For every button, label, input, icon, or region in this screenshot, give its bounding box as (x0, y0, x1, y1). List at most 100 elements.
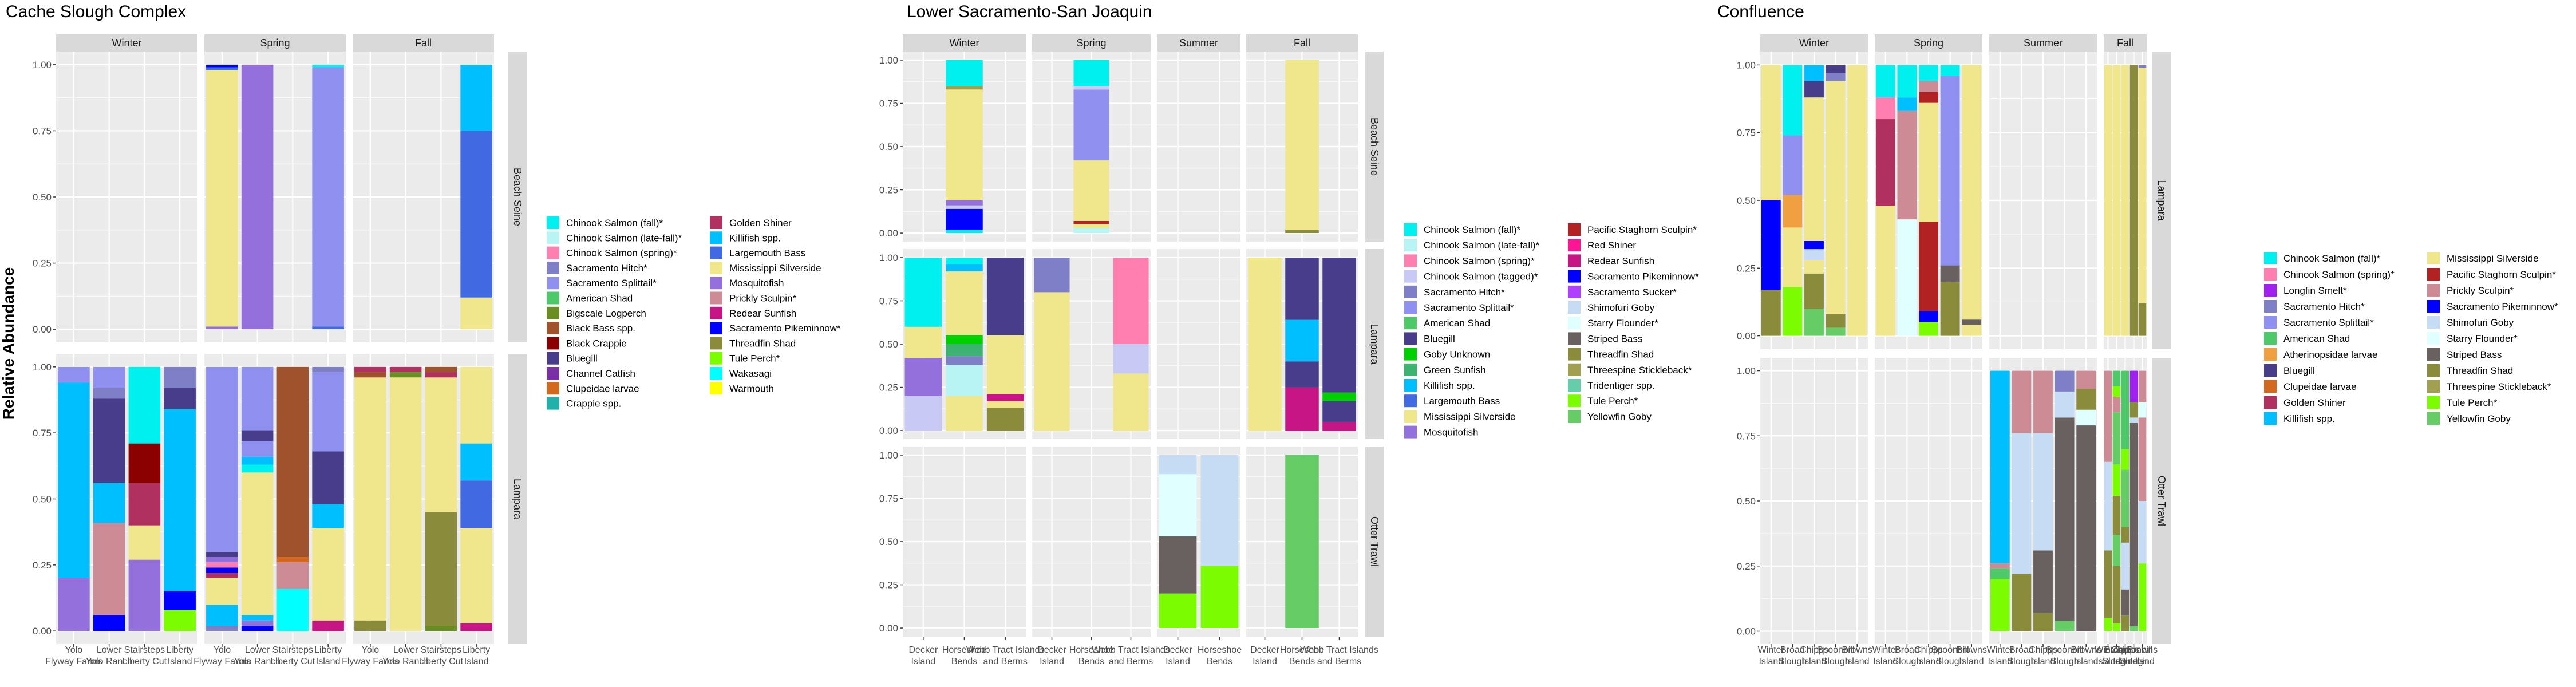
x-tick-label: Island (1873, 657, 1898, 666)
x-tick-label: Liberty (463, 645, 490, 655)
row-strip-beach-seine (1365, 52, 1384, 242)
bar-segment-yellowfin-goby (2112, 535, 2121, 566)
bar-segment-clupeidae-larvae (276, 557, 309, 563)
x-tick-label: Chipps (2111, 645, 2140, 655)
legend-label: Prickly Sculpin* (2447, 285, 2514, 296)
bar-segment-largemouth-bass (312, 326, 344, 330)
legend-key-pacific-staghorn-sculpin (2427, 268, 2440, 281)
y-tick-label: 1.00 (1737, 366, 1756, 377)
panel-beach-seine-fall (353, 52, 494, 342)
bar-segment-mississippi-silverside (986, 335, 1024, 394)
facet-strip-winter (903, 34, 1026, 52)
bar-segment-sacramento-splittail (206, 366, 238, 552)
legend-label: Clupeidae larvae (2283, 381, 2357, 392)
panel-otter-trawl-summer (1157, 447, 1240, 637)
bar-segment-bluegill (1804, 81, 1824, 98)
bar-segment-american-shad (2112, 370, 2121, 386)
x-tick-label: Island (464, 657, 489, 666)
bar-segment-prickly-sculpin (2104, 370, 2112, 462)
bar-segment-mississippi-silverside (946, 89, 983, 200)
bar-segment-sacramento-hitch (2138, 65, 2147, 68)
legend-key-threadfin-shad (2427, 364, 2440, 377)
legend-label: Largemouth Bass (729, 248, 805, 259)
x-tick-label: Slough (1778, 657, 1807, 666)
x-tick-label: Island (1759, 657, 1783, 666)
legend-key-black-bass-spp (547, 322, 559, 335)
bar-segment-chinook-salmon-fall (946, 257, 983, 265)
x-tick-label: Liberty (166, 645, 193, 655)
bar-segment-shimofuri-goby (2055, 391, 2075, 418)
facet-strip-summer (1989, 34, 2097, 52)
bar-segment-golden-shiner (206, 572, 238, 578)
bar-segment-tule-perch (2104, 618, 2112, 631)
facet-label-winter: Winter (112, 37, 141, 49)
legend-label: Threespine Stickleback* (1587, 365, 1692, 376)
bar-segment-mosquitofish (946, 200, 983, 206)
legend-key-sacramento-hitch (1404, 285, 1417, 298)
x-tick-label: Slough (1893, 657, 1921, 666)
legend-label: Chinook Salmon (spring)* (2283, 269, 2395, 280)
facet-label-fall: Fall (1294, 37, 1310, 49)
bar-segment-tule-perch (2112, 386, 2121, 397)
facet-strip-winter (1760, 34, 1868, 52)
bar-segment-mississippi-silverside (1248, 257, 1282, 431)
bar-segment-threespine-stickleback (946, 86, 983, 90)
bar-segment-chinook-salmon-fall (1783, 65, 1803, 136)
x-tick-label: Decker (1037, 645, 1066, 655)
panel-lampara-winter (903, 249, 1026, 439)
x-tick-label: Slough (1822, 657, 1850, 666)
bar-segment-killifish-spp (1990, 370, 2010, 564)
legend-label: Shimofuri Goby (1587, 302, 1655, 313)
bar-segment-sacramento-pikeminnow (206, 567, 238, 573)
legend-key-warmouth (710, 382, 722, 395)
legend-label: Shimofuri Goby (2447, 317, 2514, 328)
facet-strip-spring (204, 34, 346, 52)
legend-label: Channel Catfish (566, 368, 635, 379)
bar-segment-sacramento-hitch (1826, 73, 1846, 81)
x-tick-label: Island (1959, 657, 1984, 666)
legend-label: American Shad (2283, 333, 2350, 344)
bar-segment-tule-perch (1990, 579, 2010, 631)
x-tick-label: Island (1802, 657, 1827, 666)
x-tick-label: Winter (1987, 645, 2014, 655)
bar-segment-prickly-sculpin (1897, 110, 1917, 220)
legend-key-starry-flounder (1568, 317, 1581, 330)
legend-label: Sacramento Hitch* (566, 263, 647, 274)
bar-segment-prickly-sculpin (2138, 417, 2147, 501)
bar-segment-yellowfin-goby (2112, 412, 2121, 465)
bar-segment-american-shad (1990, 568, 2010, 579)
bar-segment-mississippi-silverside (460, 297, 492, 330)
legend-label: Chinook Salmon (fall)* (2283, 253, 2381, 264)
row-strip-lampara (1365, 249, 1384, 439)
y-tick-label: 0.00 (1737, 331, 1756, 342)
bar-segment-sacramento-splittail (1783, 135, 1803, 195)
bar-segment-golden-shiner (425, 372, 457, 378)
y-tick-label: 1.00 (879, 252, 898, 263)
bar-segment-chinook-salmon-late-fall (946, 365, 983, 396)
bar-segment-shimofuri-goby (2121, 542, 2129, 590)
x-tick-label: Winter (1872, 645, 1899, 655)
row-label-otter-trawl: Otter Trawl (2156, 476, 2167, 526)
legend-key-channel-catfish (547, 367, 559, 380)
y-tick-label: 0.00 (33, 626, 52, 637)
bar-segment-killifish-spp (241, 615, 274, 621)
row-label-lampara: Lampara (1369, 323, 1380, 365)
row-label-otter-trawl: Otter Trawl (1369, 516, 1380, 567)
legend: Chinook Salmon (fall)* Chinook Salmon (sp… (2264, 252, 2558, 425)
legend-label: Starry Flounder* (1587, 318, 1658, 329)
bar-segment-chinook-salmon-tagged (946, 205, 983, 209)
legend-label: Yellowfin Goby (1587, 411, 1652, 422)
y-tick-label: 0.50 (33, 494, 52, 505)
y-tick-label: 0.00 (1737, 626, 1756, 637)
legend-key-tule-perch (2427, 396, 2440, 409)
legend-label: Sacramento Splittail* (1424, 302, 1514, 313)
x-tick-label: Liberty Cut (271, 657, 315, 666)
panel-lampara-spring (204, 354, 346, 644)
legend-key-bluegill (1404, 332, 1417, 345)
legend-label: Mississippi Silverside (729, 263, 821, 274)
legend-key-mississippi-silverside (1404, 410, 1417, 423)
legend-label: Bluegill (1424, 333, 1455, 344)
legend-key-striped-bass (1568, 332, 1581, 345)
x-tick-label: Webb Tract Islands (966, 645, 1045, 655)
panel-otter-trawl-spring (1875, 358, 1982, 644)
